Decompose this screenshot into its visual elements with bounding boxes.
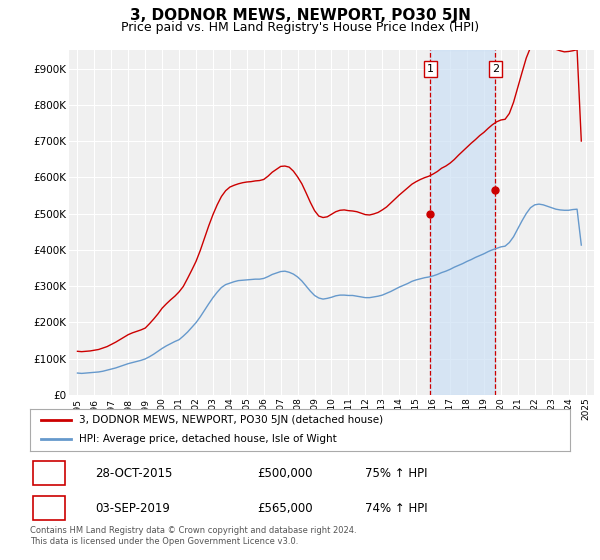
Text: Price paid vs. HM Land Registry's House Price Index (HPI): Price paid vs. HM Land Registry's House … <box>121 21 479 34</box>
Text: 1: 1 <box>427 64 434 74</box>
FancyBboxPatch shape <box>33 461 65 485</box>
Text: 1: 1 <box>45 466 53 480</box>
Text: HPI: Average price, detached house, Isle of Wight: HPI: Average price, detached house, Isle… <box>79 435 337 445</box>
Text: 3, DODNOR MEWS, NEWPORT, PO30 5JN: 3, DODNOR MEWS, NEWPORT, PO30 5JN <box>130 8 470 24</box>
Text: 74% ↑ HPI: 74% ↑ HPI <box>365 502 427 515</box>
Text: £500,000: £500,000 <box>257 466 312 480</box>
Bar <box>430 50 495 395</box>
Text: 2: 2 <box>45 502 53 515</box>
Text: Contains HM Land Registry data © Crown copyright and database right 2024.
This d: Contains HM Land Registry data © Crown c… <box>30 526 356 546</box>
Text: 75% ↑ HPI: 75% ↑ HPI <box>365 466 427 480</box>
Text: 3, DODNOR MEWS, NEWPORT, PO30 5JN (detached house): 3, DODNOR MEWS, NEWPORT, PO30 5JN (detac… <box>79 415 383 425</box>
FancyBboxPatch shape <box>33 496 65 520</box>
Text: 03-SEP-2019: 03-SEP-2019 <box>95 502 170 515</box>
Text: 2: 2 <box>492 64 499 74</box>
Text: £565,000: £565,000 <box>257 502 313 515</box>
Text: 28-OCT-2015: 28-OCT-2015 <box>95 466 172 480</box>
